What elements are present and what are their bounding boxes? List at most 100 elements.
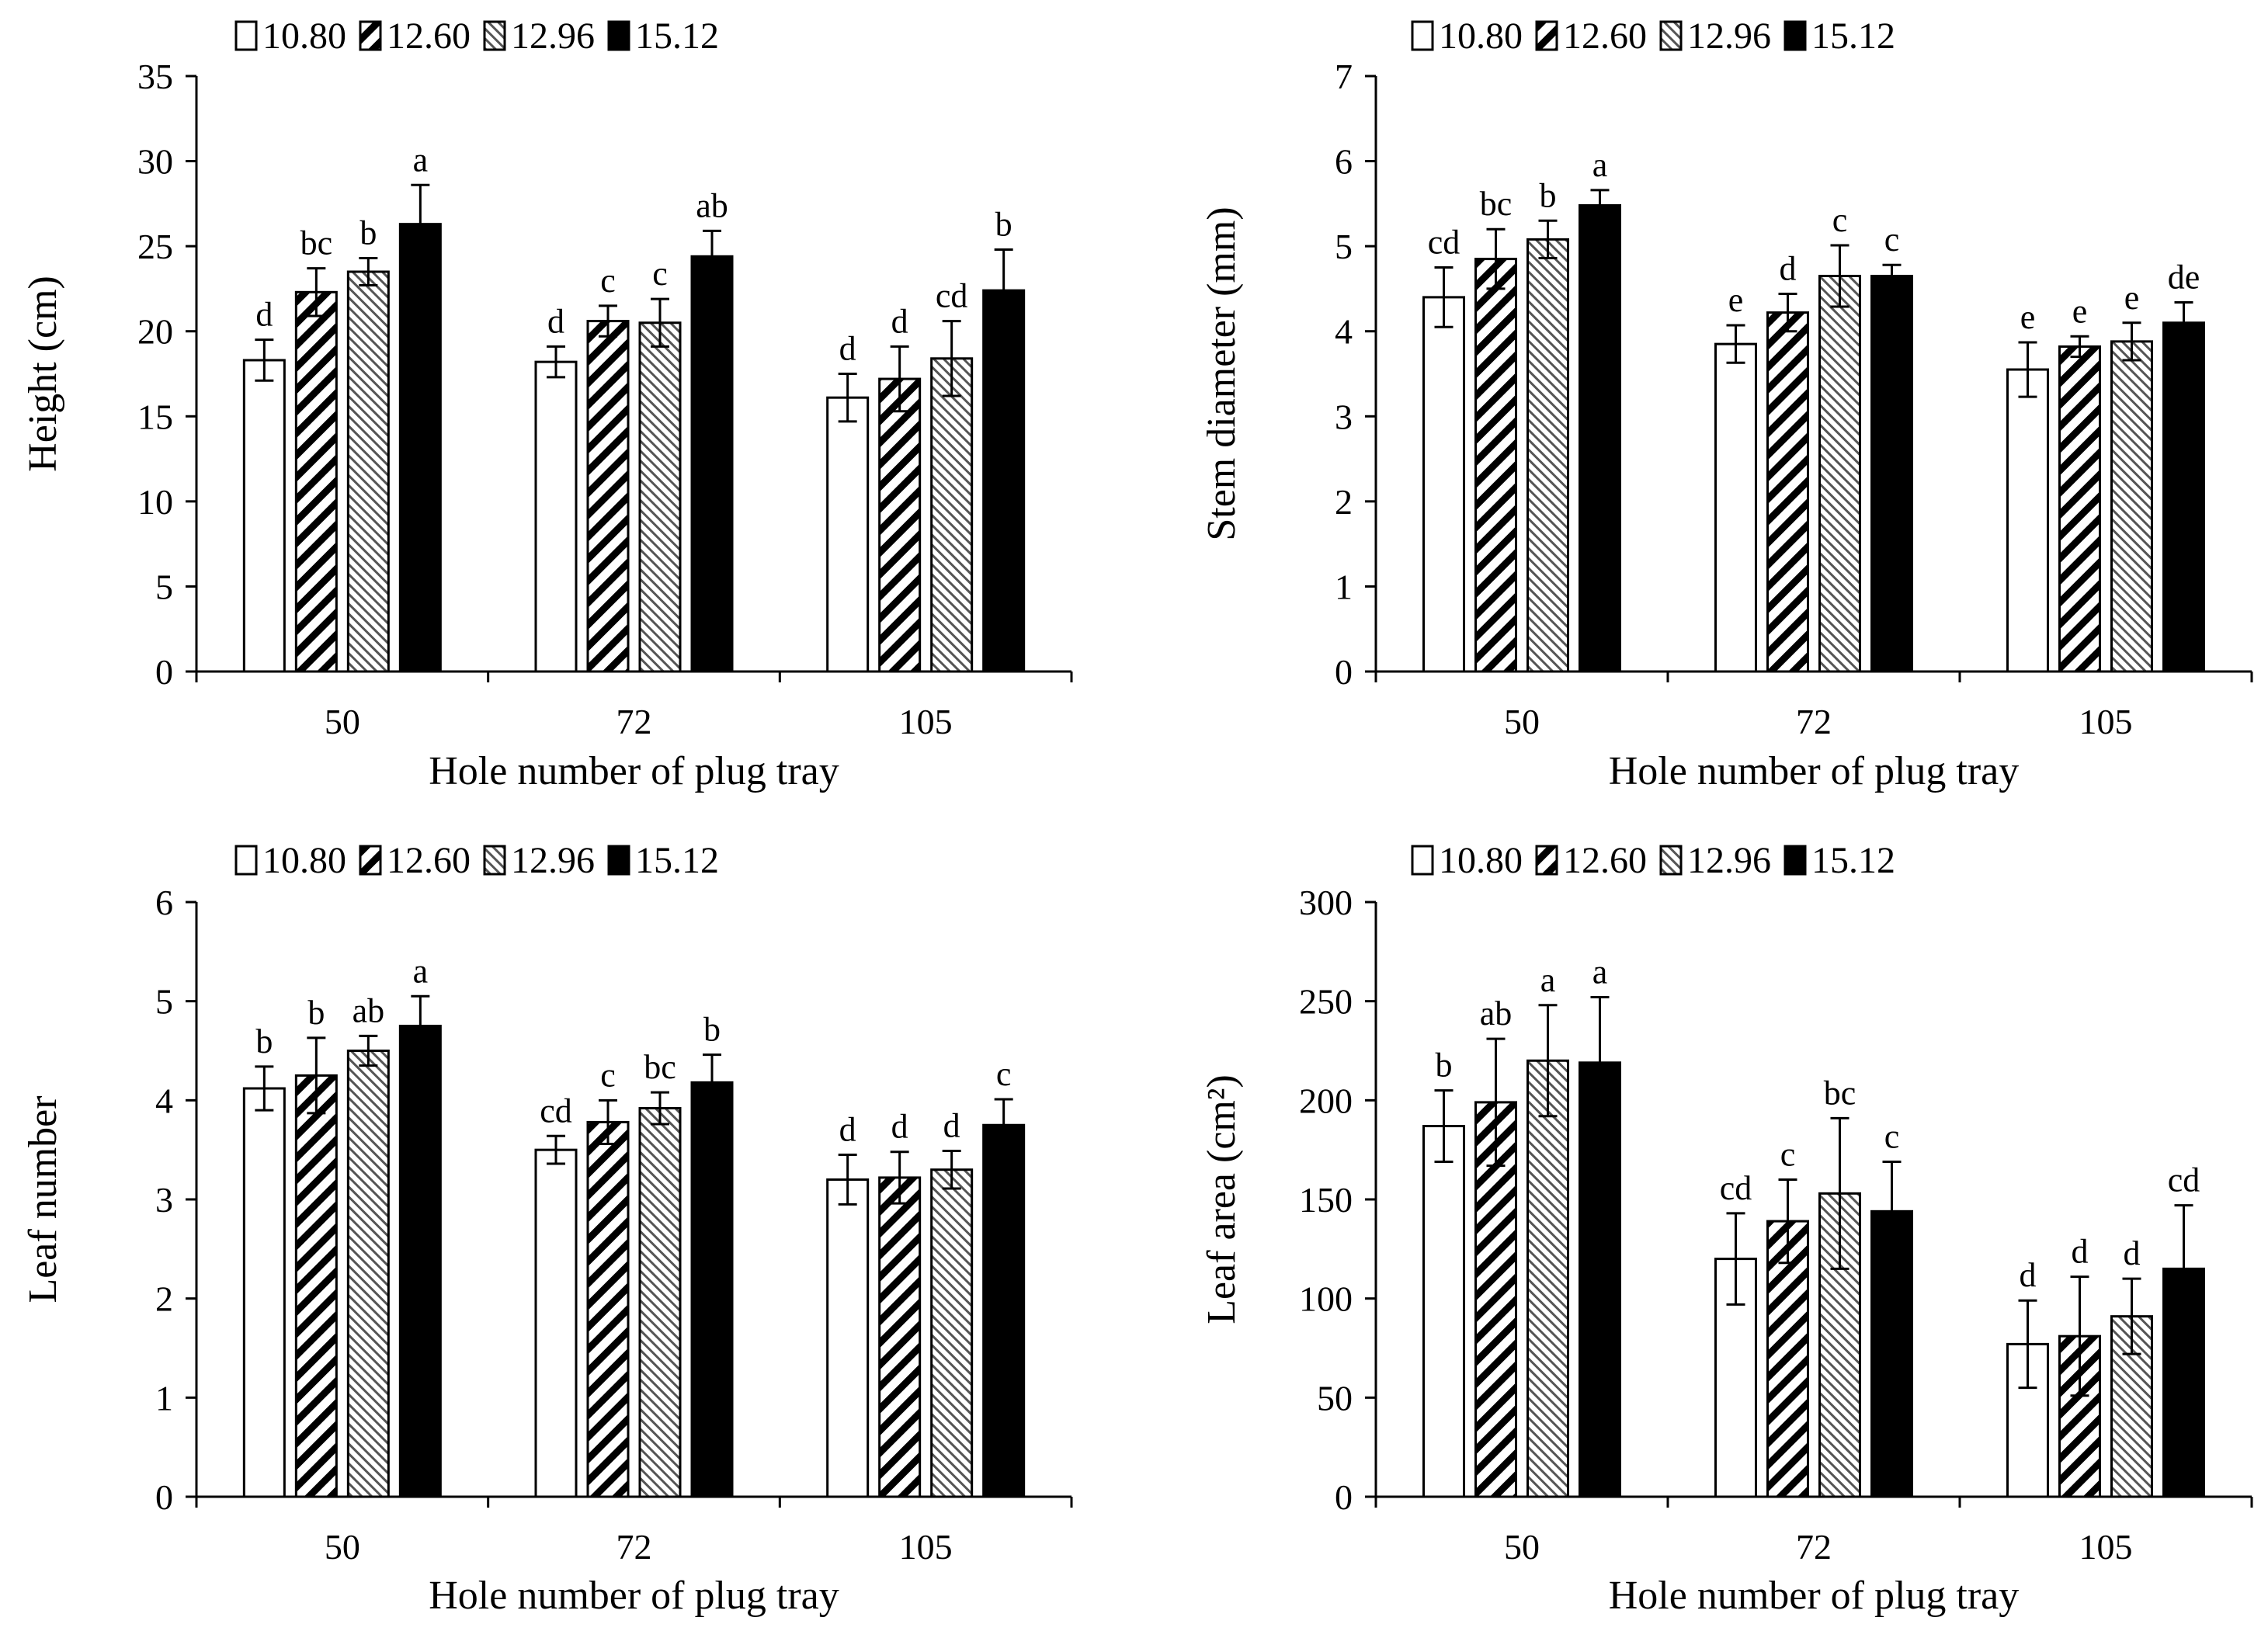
bar-12-96-72 <box>638 321 682 673</box>
y-tick-label: 0 <box>155 652 173 692</box>
legend-label: 15.12 <box>635 840 719 881</box>
legend-label: 12.96 <box>511 16 595 57</box>
bar-15-12-105 <box>982 289 1026 673</box>
significance-letter: cd <box>540 1092 572 1130</box>
y-tick-label: 50 <box>1317 1378 1353 1418</box>
bar-12-96-105 <box>930 1168 974 1498</box>
significance-letter: c <box>600 262 616 300</box>
significance-letter: bc <box>644 1048 676 1086</box>
y-axis-label: Leaf area (cm²) <box>1200 1074 1244 1324</box>
y-tick-label: 150 <box>1299 1180 1353 1220</box>
bar-10-80-105 <box>2006 368 2049 673</box>
significance-letter: d <box>839 330 856 368</box>
significance-letter: a <box>1592 146 1608 184</box>
significance-letter: cd <box>936 277 968 315</box>
x-tick-label: 72 <box>1796 1527 1832 1567</box>
x-tick-label: 50 <box>325 1527 360 1567</box>
x-axis-label: Hole number of plug tray <box>1609 749 2020 793</box>
significance-letter: b <box>359 213 377 252</box>
legend-label: 12.96 <box>511 840 595 881</box>
bar-15-12-50 <box>1579 1061 1621 1498</box>
significance-letter: a <box>413 952 429 990</box>
x-tick-label: 105 <box>2079 1527 2133 1567</box>
legend-swatch-15-12 <box>607 20 630 51</box>
legend: 10.80 12.60 12.96 15.12 <box>1411 16 1895 57</box>
x-axis-label: Hole number of plug tray <box>1609 1574 2020 1618</box>
y-tick-label: 0 <box>1335 1477 1353 1517</box>
legend-swatch-12-96 <box>1659 20 1683 51</box>
legend: 10.80 12.60 12.96 15.12 <box>1411 840 1895 881</box>
bar-12-96-72 <box>1818 274 1861 673</box>
legend-swatch-12-60 <box>1535 845 1558 876</box>
significance-letter: bc <box>1480 185 1513 223</box>
y-tick-label: 10 <box>137 482 173 522</box>
significance-letter: cd <box>1428 224 1460 262</box>
x-tick-label: 105 <box>899 1527 953 1567</box>
significance-letter: a <box>1592 953 1608 991</box>
significance-letter: c <box>600 1056 616 1094</box>
legend-swatch-10-80 <box>234 845 258 876</box>
legend-swatch-12-96 <box>483 845 506 876</box>
significance-letter: b <box>995 206 1012 244</box>
bar-15-12-105 <box>2162 321 2205 673</box>
bar-12-96-50 <box>346 270 390 673</box>
x-tick-label: 72 <box>616 702 652 741</box>
y-tick-label: 1 <box>1335 567 1353 606</box>
significance-letter: b <box>1540 176 1557 214</box>
bar-10-80-105 <box>826 396 870 673</box>
legend-swatch-12-60 <box>359 20 382 51</box>
y-tick-label: 6 <box>155 883 173 922</box>
significance-letter: e <box>2072 292 2088 330</box>
y-tick-label: 25 <box>137 227 173 266</box>
legend-swatch-10-80 <box>234 20 258 51</box>
y-tick-label: 7 <box>1335 57 1353 96</box>
significance-letter: d <box>255 296 273 334</box>
bar-12-96-105 <box>2110 340 2153 673</box>
y-tick-label: 30 <box>137 142 173 182</box>
significance-letter: c <box>1832 201 1848 239</box>
x-axis-label: Hole number of plug tray <box>429 1574 839 1618</box>
bar-12-60-50 <box>1474 258 1517 673</box>
bar-12-60-72 <box>1766 1220 1809 1498</box>
x-tick-label: 50 <box>1504 1527 1540 1567</box>
y-axis-label: Height (cm) <box>21 276 65 472</box>
y-tick-label: 3 <box>1335 397 1353 436</box>
legend-label: 15.12 <box>635 16 719 57</box>
significance-letter: ab <box>353 991 385 1029</box>
legend-label: 12.96 <box>1687 16 1771 57</box>
significance-letter: d <box>891 302 908 340</box>
significance-letter: de <box>2168 258 2200 296</box>
y-tick-label: 100 <box>1299 1279 1353 1319</box>
legend-label: 12.96 <box>1687 840 1771 881</box>
legend-swatch-15-12 <box>1783 20 1807 51</box>
y-tick-label: 5 <box>155 982 173 1022</box>
x-tick-label: 105 <box>2079 702 2133 741</box>
bar-12-60-105 <box>2058 345 2101 673</box>
legend-swatch-10-80 <box>1411 20 1434 51</box>
significance-letter: ab <box>696 186 728 224</box>
y-tick-label: 35 <box>137 57 173 96</box>
significance-letter: c <box>1884 220 1900 259</box>
bar-12-96-50 <box>1526 1059 1569 1498</box>
y-tick-label: 5 <box>1335 227 1353 266</box>
y-tick-label: 2 <box>155 1279 173 1319</box>
legend: 10.80 12.60 12.96 15.12 <box>234 16 719 57</box>
bar-10-80-72 <box>534 1148 578 1498</box>
legend-label: 10.80 <box>262 840 346 881</box>
significance-letter: d <box>839 1111 856 1149</box>
significance-letter: d <box>2124 1234 2141 1272</box>
x-axis-label: Hole number of plug tray <box>429 749 839 793</box>
x-tick-label: 105 <box>899 702 953 741</box>
legend-label: 15.12 <box>1811 16 1895 57</box>
bar-12-96-50 <box>1526 238 1569 673</box>
significance-letter: a <box>413 141 429 179</box>
bar-12-60-105 <box>878 377 922 673</box>
legend-swatch-12-60 <box>359 845 382 876</box>
legend-label: 12.60 <box>1563 840 1647 881</box>
bar-12-96-105 <box>930 357 974 673</box>
legend-label: 12.60 <box>387 16 471 57</box>
significance-letter: bc <box>300 224 333 262</box>
y-tick-label: 300 <box>1299 883 1353 922</box>
